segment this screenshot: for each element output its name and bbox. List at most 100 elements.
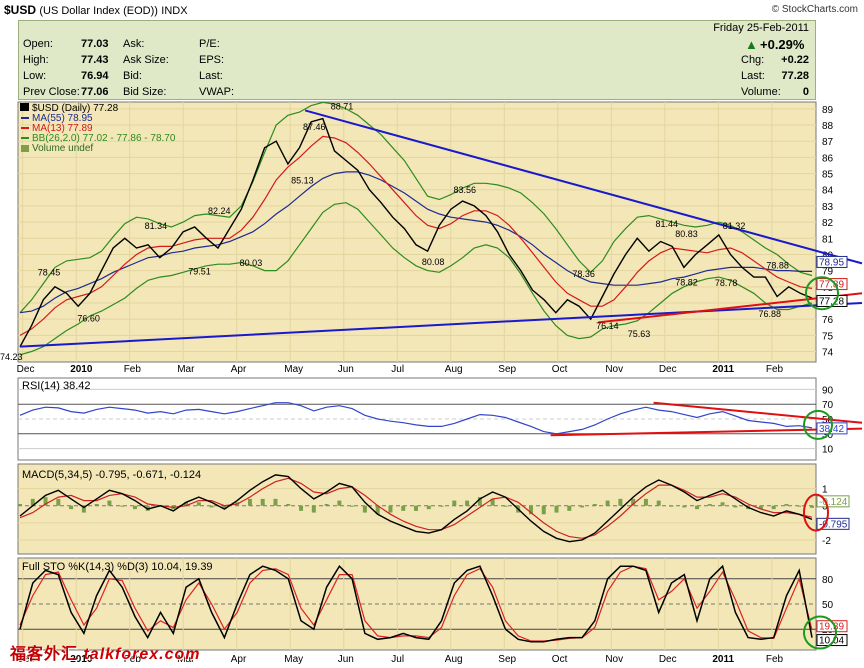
macd-hist-bar [669,505,674,507]
symbol-name: (US Dollar Index (EOD)) [39,5,158,17]
sto-right-label-box [816,634,848,647]
rsi-grid [18,388,816,450]
macd-hist-bar [120,505,125,507]
volume-value: 0 [802,86,809,98]
price-x-tick: 2010 [70,364,93,375]
macd-hist-bar [541,505,546,515]
price-y-tick: 81 [822,234,834,245]
pe-label: P/E: [199,38,220,50]
exchange: INDX [161,5,188,17]
macd-hist-bar [528,505,533,515]
legend-volume-swatch [21,145,29,152]
macd-hist-bar [682,505,687,508]
macd-hist-bar [797,505,802,507]
sto-x-tick: Aug [445,654,463,665]
sto-right-label: 19.39 [819,622,844,633]
sto-x-tick: 2011 [712,654,734,665]
sto-x-tick: Mar [177,654,195,665]
price-x-tick: Oct [552,364,568,375]
macd-hist-bar [30,498,35,506]
macd-hist-bar [324,504,329,506]
ma13-line [19,135,813,336]
sto-x-tick: Jul [391,654,404,665]
price-x-tick: Dec [17,364,35,375]
macd-hist-bar [401,505,406,511]
sto-x-tick: Feb [766,654,784,665]
bb-upper-line [19,101,813,314]
prev-close-value: 77.06 [81,86,109,98]
macd-hist-bar [771,505,776,510]
price-legend: $USD (Daily) 77.28 MA(55) 78.95 MA(13) 7… [20,103,176,154]
macd-hist-bar [43,497,48,506]
price-y-tick: 83 [822,202,834,213]
macd-hist-bar [414,505,418,511]
macd-hist-bar [503,505,508,507]
price-y-tick: 88 [822,121,834,132]
price-annotation: 76.88 [758,309,781,319]
price-panel-bg [17,101,817,363]
macd-hist-bar [733,505,738,508]
low-label: Low: [23,70,47,82]
price-x-tick: Jul [391,364,404,375]
rsi-y-tick: 10 [822,445,834,456]
ask-size-label: Ask Size: [123,54,169,66]
rsi-y-tick: 90 [822,385,834,396]
price-annotation: 76.60 [77,313,100,323]
macd-hist-bar [184,502,189,506]
price-x-tick: Nov [605,364,623,375]
macd-hist-bar [196,502,201,506]
high-label: High: [23,54,49,66]
price-annotation: 78.36 [572,269,595,279]
macd-hist-bar [94,504,99,506]
legend-ma13: MA(13) 77.89 [32,123,93,134]
macd-hist-bar [247,498,252,506]
rsi-trendlines: 38.42 [550,401,863,440]
macd-hist-bar [643,498,648,506]
sto-x-tick: Nov [605,654,623,665]
macd-hist-bar [810,505,814,508]
price-x-tick: Mar [177,364,195,375]
macd-hist-bar [477,497,482,506]
price-annotations: 74.23 78.45 76.60 81.34 79.51 82.24 80.03 87.46… [0,102,848,362]
change-percent: +0.29% [760,37,805,52]
macd-highlight-circle [803,493,829,532]
macd-series: -0.124 -0.795 [19,474,850,543]
macd-hist-bar [554,505,559,513]
rsi-title: RSI(14) 38.42 [22,380,90,392]
macd-hist-bar [56,498,61,506]
macd-hist-bar [311,505,316,513]
price-annotation: 81.34 [145,221,168,231]
price-annotation: 74.23 [0,352,23,362]
price-legend-swatch [20,103,29,111]
macd-line [19,474,813,543]
macd-hist-bar [299,505,304,511]
price-y-axis: 74757677787980818283848586878889 [822,105,834,359]
quote-date: Friday 25-Feb-2011 [713,22,809,34]
price-annotation: 78.82 [675,278,698,288]
macd-y-tick: -2 [822,536,831,547]
price-x-tick: 2011 [712,364,734,375]
price-y-tick: 85 [822,170,834,181]
macd-hist-bar [350,505,355,507]
sto-x-tick: Feb [124,654,142,665]
macd-hist-bar [618,498,623,506]
price-annotation: 81.44 [655,219,678,229]
price-line [19,117,813,348]
price-x-tick: Feb [124,364,142,375]
sto-highlight-circle [803,615,837,650]
rsi-series [19,402,813,435]
macd-signal-line [19,477,813,539]
rsi-trendline-upper [653,401,863,424]
macd-hist-bar [631,498,636,506]
title-bar: $USD (US Dollar Index (EOD)) INDX © Stoc… [0,0,864,20]
macd-title: MACD(5,34,5) -0.795, -0.671, -0.124 [22,469,201,481]
sto-title: Full STO %K(14,3) %D(3) 10.04, 19.39 [22,561,213,573]
rsi-highlight-circle [803,409,833,440]
sto-k-line [19,564,813,643]
vwap-label: VWAP: [199,86,235,98]
chart-title: $USD (US Dollar Index (EOD)) INDX [4,3,188,17]
price-annotation: 87.46 [303,122,326,132]
price-right-label-box [816,278,848,291]
